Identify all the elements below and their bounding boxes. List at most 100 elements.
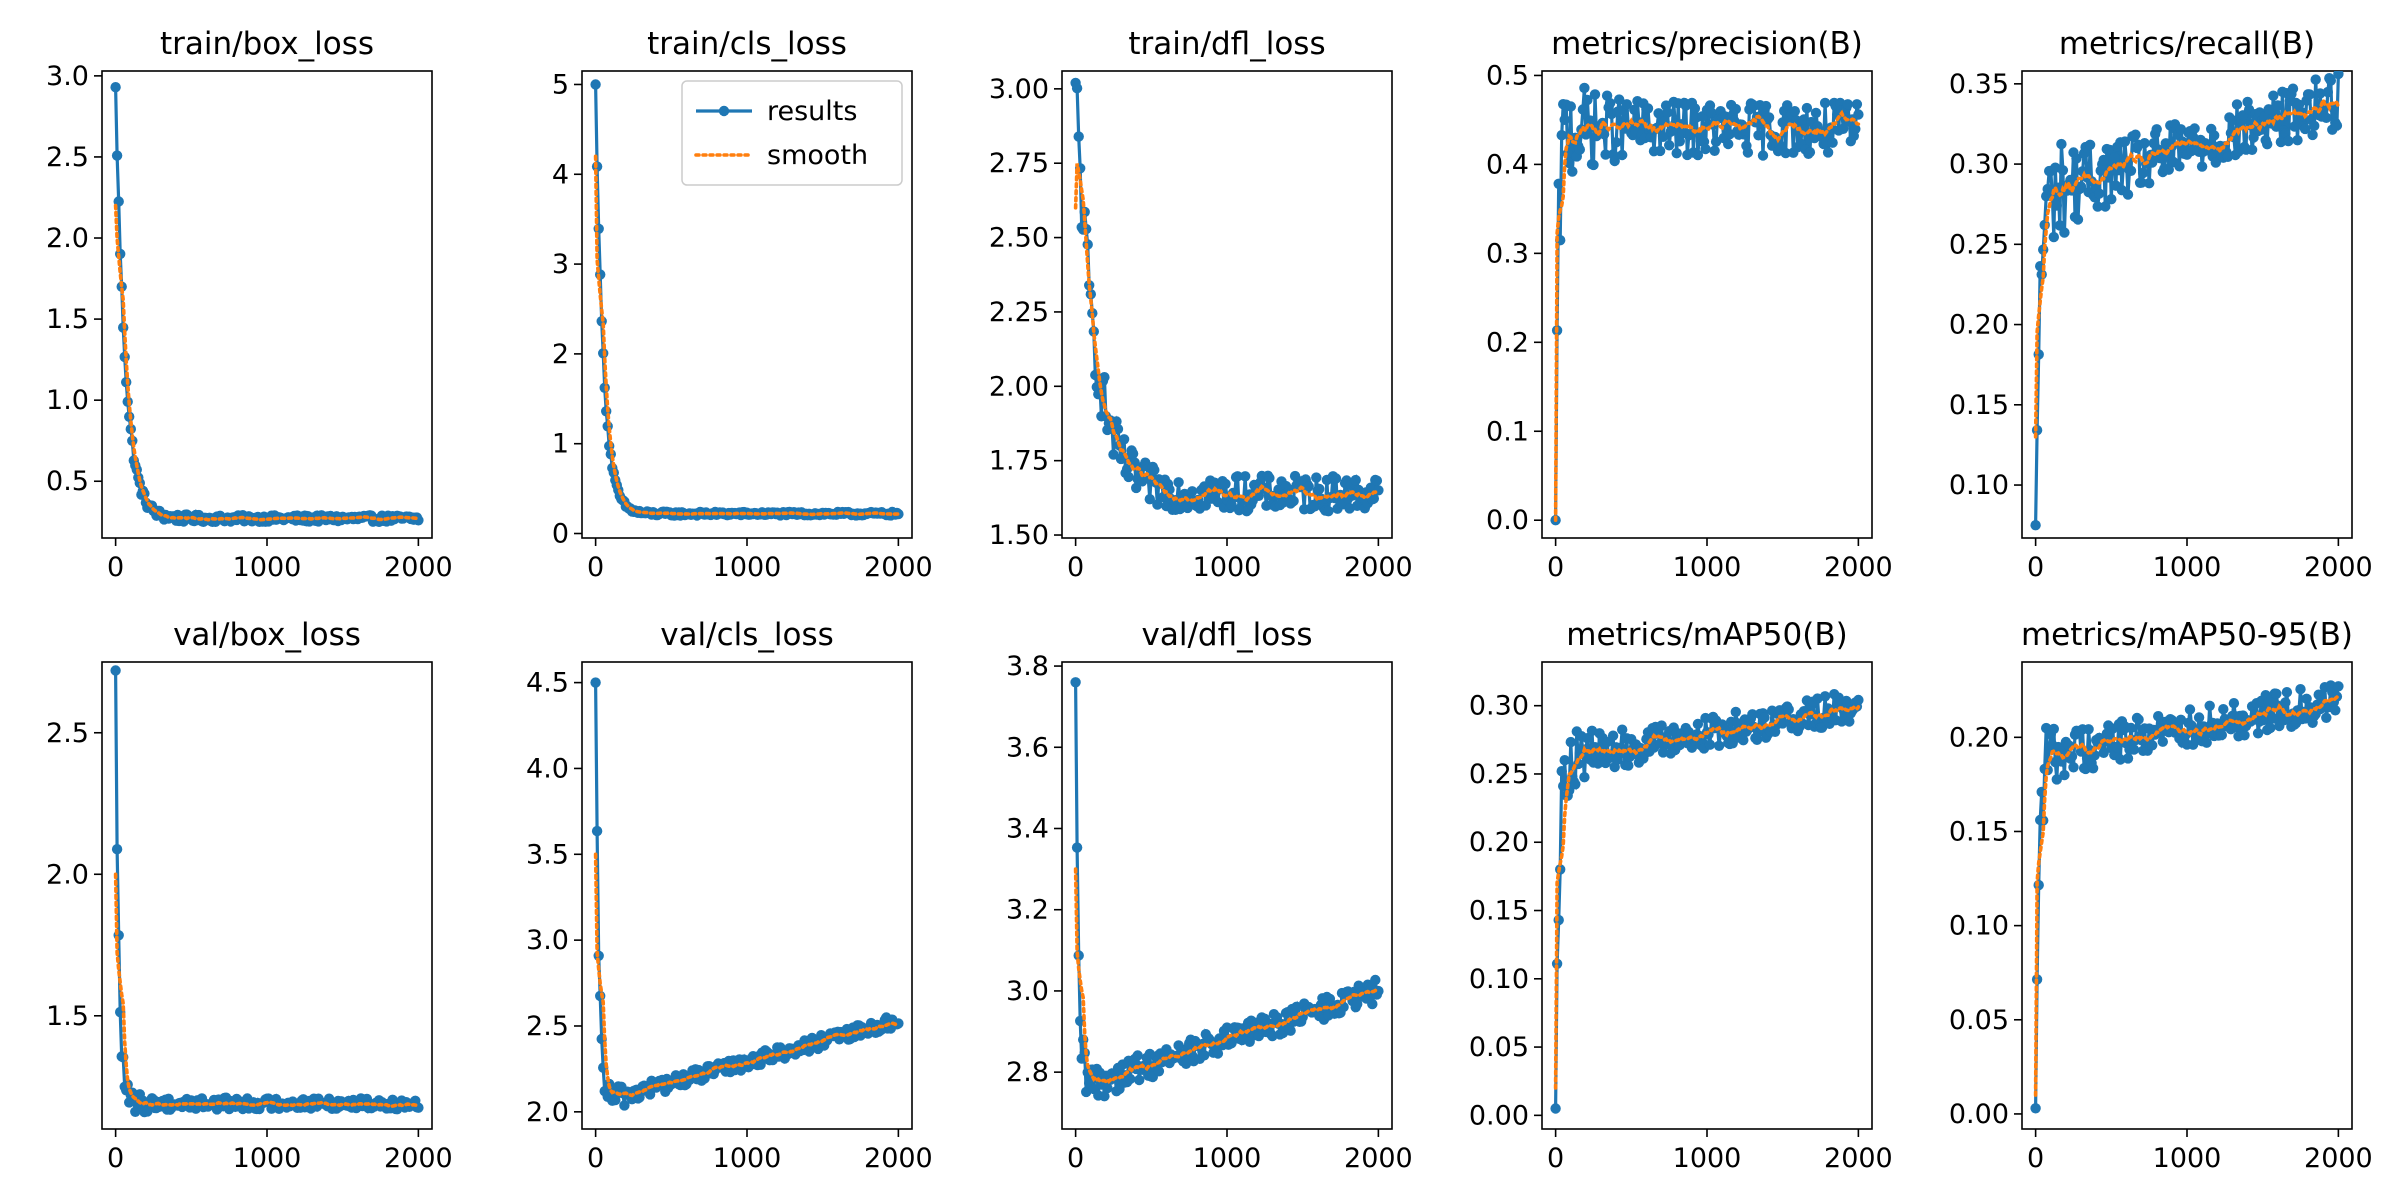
x-tick-label: 0 — [587, 552, 604, 583]
results-point — [1782, 100, 1793, 111]
results-point — [1842, 99, 1854, 110]
y-tick-label: 1.75 — [989, 446, 1049, 477]
y-tick-label: 0.35 — [1949, 69, 2009, 100]
results-point — [1738, 735, 1749, 746]
y-tick-label: 2.0 — [46, 223, 89, 254]
results-point — [2122, 189, 2134, 200]
x-tick-label: 0 — [587, 1143, 604, 1174]
results-point — [2193, 712, 2205, 723]
axes-frame — [1061, 70, 1393, 539]
results-point — [1600, 149, 1611, 160]
x-tick-label: 0 — [1547, 1143, 1564, 1174]
results-point — [590, 677, 601, 688]
y-tick-label: 0.20 — [1949, 722, 2009, 753]
results-point — [1851, 99, 1863, 110]
results-point — [2281, 687, 2293, 698]
y-tick-label: 2.0 — [46, 859, 89, 890]
results-point — [2283, 135, 2294, 147]
results-point — [1582, 94, 1593, 106]
results-point — [2242, 96, 2253, 108]
y-tick-label: 0.30 — [1469, 691, 1529, 722]
y-tick-label: 4 — [552, 159, 569, 190]
results-point — [1073, 131, 1084, 142]
panel-title: metrics/recall(B) — [2059, 26, 2315, 62]
y-tick-label: 0.10 — [1949, 911, 2009, 942]
results-point — [1070, 677, 1081, 688]
results-point — [1607, 730, 1619, 741]
results-point — [2252, 728, 2264, 739]
results-point — [1609, 155, 1620, 167]
panel-7: val/cls_loss 2.0 2.5 3.0 3.5 4.0 4.5 0 1000 2000 — [526, 617, 933, 1174]
y-tick-label: 1.0 — [46, 385, 89, 416]
y-tick-label: 1.5 — [46, 1001, 89, 1032]
results-point — [1704, 739, 1716, 750]
y-tick-label: 2.8 — [1006, 1057, 1049, 1088]
results-point — [111, 150, 123, 161]
results-point — [1124, 1073, 1136, 1085]
results-point — [2083, 724, 2094, 735]
smooth-line — [1073, 163, 1381, 504]
results-point — [2280, 697, 2291, 708]
series-group — [110, 665, 424, 1118]
results-point — [2048, 723, 2059, 735]
results-point — [1656, 720, 1667, 731]
results-point — [1350, 474, 1361, 486]
results-point — [1642, 103, 1654, 114]
results-point — [2133, 714, 2144, 725]
results-point — [2268, 713, 2279, 724]
results-point — [1844, 716, 1855, 727]
results-point — [1604, 98, 1616, 109]
results-point — [2321, 712, 2332, 723]
y-tick-label: 2.00 — [989, 371, 1049, 402]
results-point — [2030, 520, 2041, 531]
results-point — [1742, 147, 1754, 158]
results-point — [2322, 86, 2333, 98]
y-tick-label: 0.25 — [1949, 229, 2009, 260]
results-point — [1323, 506, 1334, 517]
results-point — [1723, 138, 1734, 150]
series-group — [590, 677, 904, 1111]
results-point — [1559, 114, 1570, 126]
results-point — [2122, 753, 2134, 764]
y-tick-label: 3 — [552, 249, 569, 280]
x-tick-label: 1000 — [713, 1143, 782, 1174]
x-tick-label: 1000 — [2153, 1143, 2222, 1174]
results-point — [2030, 1103, 2041, 1114]
results-point — [1579, 772, 1590, 783]
results-point — [1713, 740, 1725, 751]
results-point — [1144, 494, 1156, 505]
results-point — [2196, 161, 2208, 172]
results-point — [1553, 178, 1564, 189]
results-point — [2157, 736, 2168, 747]
y-tick-label: 0.10 — [1469, 964, 1529, 995]
results-point — [1621, 99, 1633, 110]
results-point — [1264, 472, 1275, 484]
smooth-line — [1553, 705, 1861, 1090]
results-point — [2051, 774, 2062, 785]
results-point — [2331, 120, 2343, 131]
results-point — [2068, 762, 2079, 773]
results-point — [2059, 769, 2070, 781]
y-tick-label: 2.50 — [989, 223, 1049, 254]
results-point — [2189, 123, 2200, 134]
results-point — [2299, 123, 2311, 135]
panel-5: metrics/recall(B) 0.10 0.15 0.20 0.25 0.30 0.3… — [1949, 26, 2373, 583]
results-point — [2228, 698, 2240, 709]
smooth-line — [1073, 867, 1381, 1085]
results-point — [1352, 998, 1363, 1010]
smooth-line — [113, 203, 421, 522]
results-point — [2295, 684, 2306, 695]
results-point — [1330, 473, 1342, 484]
results-point — [2210, 157, 2221, 168]
results-point — [1822, 147, 1834, 158]
results-point — [2301, 693, 2312, 704]
results-point — [1199, 1050, 1210, 1061]
results-point — [1153, 1066, 1165, 1077]
y-tick-label: 4.5 — [526, 668, 569, 699]
results-point — [1232, 471, 1243, 482]
results-point — [1220, 478, 1231, 490]
results-point — [1071, 83, 1083, 94]
results-point — [2307, 129, 2318, 141]
results-point — [1753, 130, 1764, 141]
